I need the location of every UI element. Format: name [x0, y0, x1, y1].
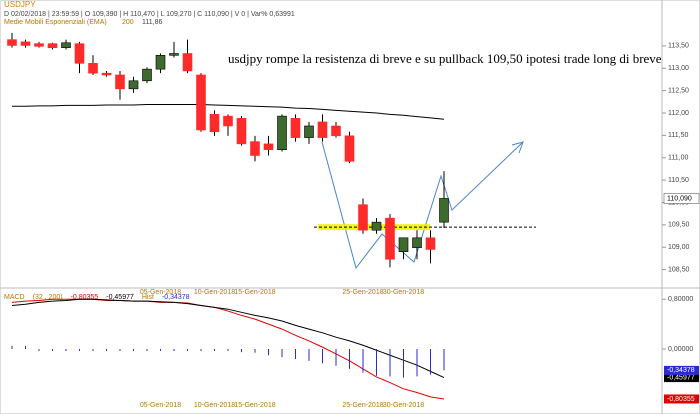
- last-value-label: -0,80355: [667, 396, 695, 403]
- last-value-label: -0,45977: [667, 374, 695, 381]
- candle-body: [304, 125, 314, 138]
- y-tick-label: 108,50: [668, 266, 690, 273]
- candle-body: [425, 237, 436, 250]
- candle-body: [385, 217, 395, 260]
- y-tick-label: 113,00: [668, 65, 689, 72]
- candle-body: [142, 68, 152, 82]
- candle-body: [61, 42, 71, 48]
- y-tick-label: 0,80000: [668, 296, 693, 303]
- x-tick-label: 10-Gen-2018: [194, 402, 235, 409]
- x-tick-label: 25-Gen-2018: [342, 402, 383, 409]
- candle-body: [209, 114, 220, 133]
- last-price-label: 110,090: [667, 195, 692, 202]
- y-tick-label: 112,00: [668, 110, 689, 117]
- candle-body: [223, 115, 233, 127]
- x-tick-label: 10-Gen-2018: [194, 289, 235, 296]
- indicator-period: 200: [122, 19, 134, 26]
- candle-body: [439, 198, 449, 223]
- candle-body: [358, 204, 368, 231]
- candle-body: [412, 237, 422, 248]
- x-tick-label: 05-Gen-2018: [140, 402, 181, 409]
- legend-text: (32 , 200): [33, 294, 63, 301]
- candle-body: [128, 80, 139, 90]
- candle-body: [34, 43, 44, 47]
- y-tick-label: 109,50: [668, 222, 690, 229]
- y-tick-label: 110,50: [668, 177, 689, 184]
- y-tick-label: 109,00: [668, 244, 690, 251]
- candle-body: [344, 135, 355, 162]
- annotation: usdjpy rompe la resistenza di breve e su…: [228, 51, 662, 66]
- indicator-name: Medie Mobili Esponenziali (EMA): [4, 19, 107, 26]
- y-tick-label: 0,00000: [668, 346, 693, 353]
- candle-body: [47, 43, 58, 48]
- x-tick-label: 30-Gen-2018: [383, 402, 424, 409]
- trend-drawing: [321, 141, 524, 270]
- candle-body: [196, 74, 206, 131]
- x-tick-label: 15-Gen-2018: [234, 402, 275, 409]
- last-value-label: -0,34378: [667, 367, 695, 374]
- candle-body: [101, 72, 112, 76]
- x-tick-label: 30-Gen-2018: [383, 289, 424, 296]
- y-tick-label: 113,50: [668, 43, 689, 50]
- ohlc-info: D 02/02/2018 | 23:59:59 | O 109,390 | H …: [4, 11, 295, 18]
- y-tick-label: 112,50: [668, 87, 689, 94]
- candle-body: [290, 118, 301, 138]
- macd-line: [11, 298, 445, 379]
- candle-body: [398, 237, 409, 252]
- trend-arrow: [511, 141, 524, 154]
- candle-body: [74, 43, 85, 64]
- last-value-tag: [664, 373, 699, 383]
- candle-body: [182, 53, 193, 72]
- symbol: USDJPY: [4, 0, 36, 9]
- candle-body: [331, 125, 341, 137]
- y-tick-label: 111,50: [668, 132, 688, 139]
- legend-text: -0,34378: [162, 294, 190, 301]
- candle-body: [115, 74, 125, 90]
- legend-text: -0,80355: [71, 294, 99, 301]
- candle-body: [371, 221, 382, 231]
- x-tick-label: 05-Gen-2018: [140, 289, 181, 296]
- last-value-tag: [664, 394, 699, 404]
- candle-body: [263, 143, 274, 150]
- candle-body: [169, 53, 179, 56]
- legend-text: MACD: [4, 294, 25, 301]
- x-tick-label: 15-Gen-2018: [234, 289, 275, 296]
- x-tick-label: 25-Gen-2018: [342, 289, 383, 296]
- indicator-value: 111,86: [142, 19, 162, 26]
- candle-body: [88, 63, 98, 74]
- candle-body: [20, 41, 31, 46]
- candle-body: [236, 118, 247, 145]
- candle-body: [7, 39, 17, 46]
- last-value-tag: [664, 365, 699, 375]
- legend-text: -0,45977: [106, 294, 134, 301]
- last-price-tag: [663, 193, 700, 204]
- candle-body: [277, 115, 287, 150]
- ema-line: [12, 104, 445, 120]
- candle-body: [250, 141, 260, 156]
- candle-body: [155, 54, 166, 70]
- candle-body: [317, 121, 328, 138]
- legend-text: Hist: [142, 294, 154, 301]
- y-tick-label: 111,00: [668, 155, 688, 162]
